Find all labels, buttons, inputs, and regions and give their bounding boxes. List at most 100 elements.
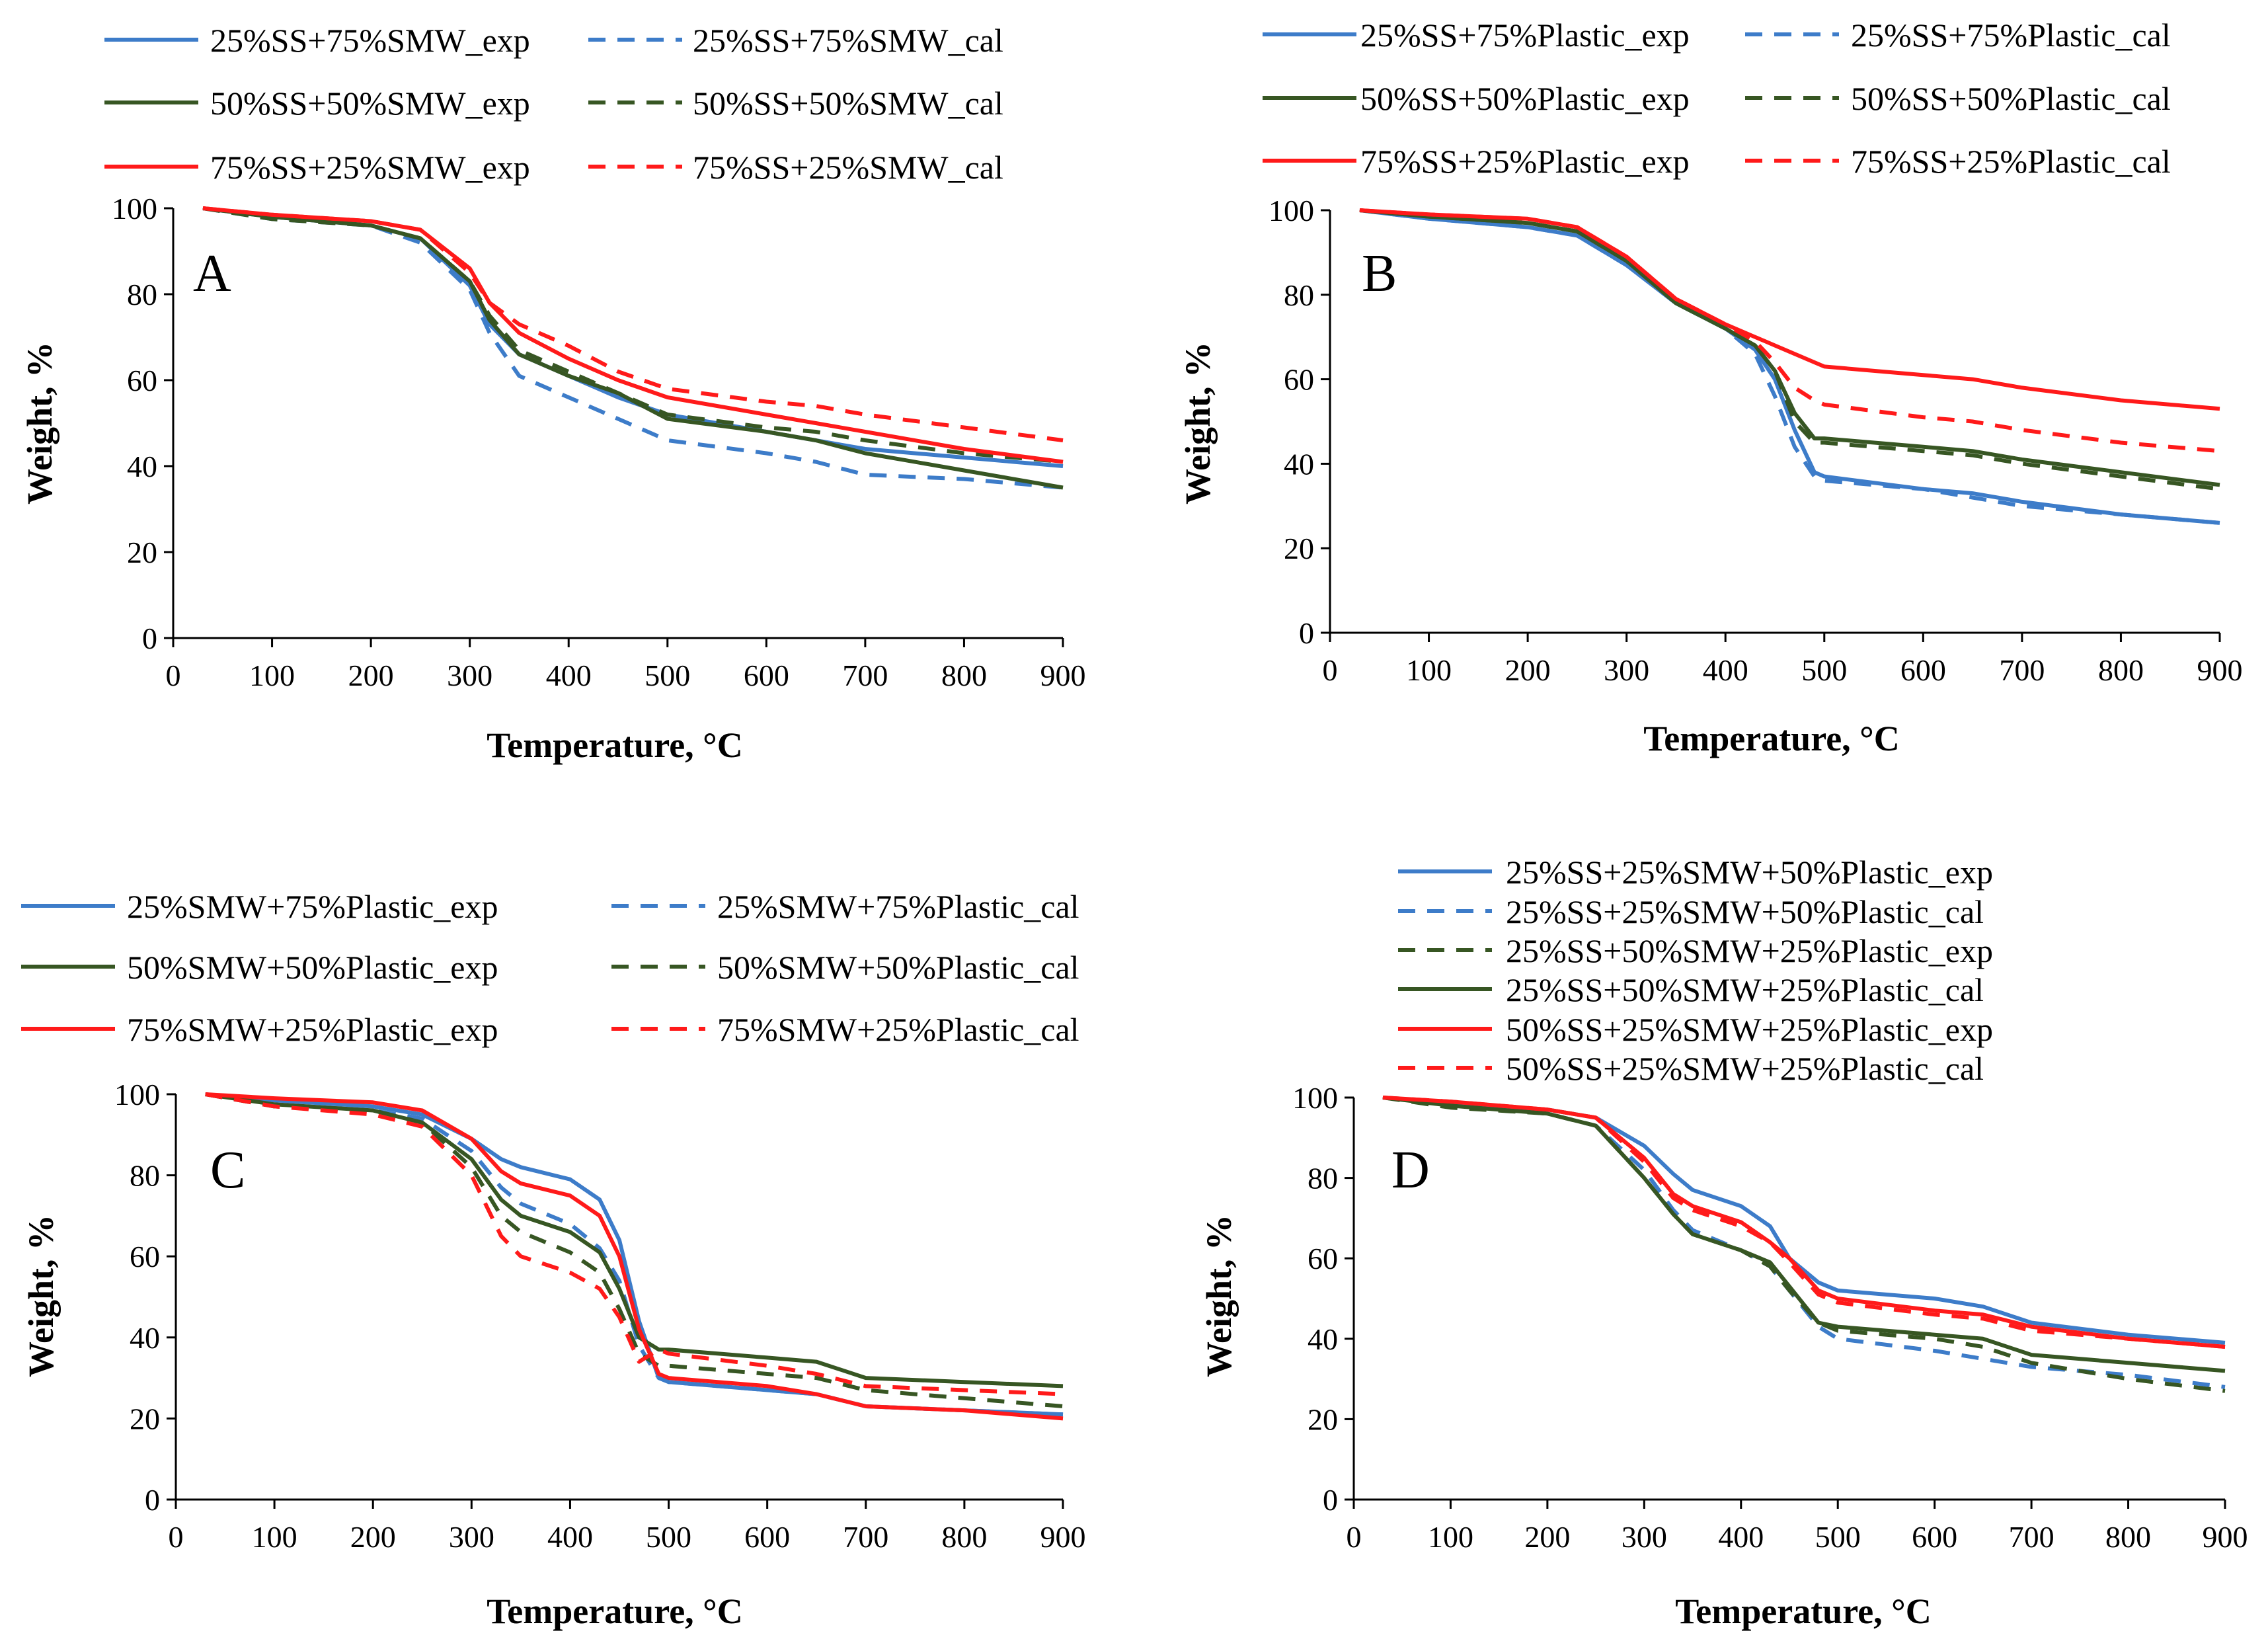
series-line xyxy=(1382,1096,2226,1373)
x-tick-label: 200 xyxy=(1505,653,1551,687)
x-tick-label: 800 xyxy=(941,1520,987,1554)
legend-label: 75%SS+25%Plastic_cal xyxy=(1851,143,2171,180)
x-tick-label: 800 xyxy=(2105,1520,2151,1554)
y-axis-label: Weight, % xyxy=(1199,1215,1239,1377)
panel-label: B xyxy=(1362,245,1397,303)
chart-panel-b: 25%SS+75%Plastic_exp 25%SS+75%Plastic_ca… xyxy=(1178,17,2243,758)
x-tick-label: 500 xyxy=(1801,653,1847,687)
legend-label: 25%SMW+75%Plastic_exp xyxy=(127,888,498,925)
y-tick-label: 0 xyxy=(1323,1483,1338,1517)
x-tick-label: 100 xyxy=(249,659,295,692)
legend: 25%SS+75%SMW_exp 25%SS+75%SMW_cal 50%SS+… xyxy=(104,22,1003,186)
series-line xyxy=(1382,1096,2226,1389)
series-line xyxy=(205,1092,1064,1417)
x-tick-label: 900 xyxy=(1040,1520,1086,1554)
legend-label: 25%SS+50%SMW+25%Plastic_cal xyxy=(1506,971,1984,1008)
y-tick-label: 60 xyxy=(1284,363,1314,397)
x-tick-label: 0 xyxy=(166,659,181,692)
series-line xyxy=(1382,1096,2226,1349)
y-tick-label: 100 xyxy=(114,1078,160,1111)
legend-label: 25%SS+75%Plastic_exp xyxy=(1360,17,1690,54)
x-tick-label: 100 xyxy=(1428,1520,1473,1554)
legend-label: 75%SMW+25%Plastic_cal xyxy=(717,1011,1079,1048)
y-tick-label: 60 xyxy=(1308,1242,1338,1275)
x-tick-label: 300 xyxy=(447,659,492,692)
x-axis-label: Temperature, °C xyxy=(487,1591,743,1631)
x-tick-label: 300 xyxy=(1622,1520,1667,1554)
x-tick-label: 400 xyxy=(1703,653,1748,687)
y-tick-label: 40 xyxy=(130,1321,160,1355)
series-line xyxy=(1359,208,2220,525)
legend-label: 25%SMW+75%Plastic_cal xyxy=(717,888,1079,925)
x-tick-label: 200 xyxy=(350,1520,396,1554)
legend-label: 50%SS+50%Plastic_cal xyxy=(1851,80,2171,117)
x-tick-label: 300 xyxy=(1604,653,1649,687)
x-tick-label: 600 xyxy=(1912,1520,1957,1554)
y-tick-label: 80 xyxy=(1308,1162,1338,1195)
y-tick-label: 80 xyxy=(127,278,157,311)
series-line xyxy=(205,1092,1064,1408)
x-tick-label: 700 xyxy=(843,1520,888,1554)
legend-label: 50%SMW+50%Plastic_exp xyxy=(127,949,498,986)
legend: 25%SS+25%SMW+50%Plastic_exp 25%SS+25%SMW… xyxy=(1398,854,1993,1087)
x-tick-label: 600 xyxy=(744,659,789,692)
x-tick-label: 700 xyxy=(2009,1520,2054,1554)
legend-label: 25%SS+25%SMW+50%Plastic_exp xyxy=(1506,854,1993,891)
y-tick-label: 20 xyxy=(1284,532,1314,565)
y-tick-label: 40 xyxy=(1308,1322,1338,1356)
x-tick-label: 0 xyxy=(169,1520,184,1554)
y-tick-label: 100 xyxy=(112,192,157,225)
y-tick-label: 80 xyxy=(130,1159,160,1193)
y-tick-label: 0 xyxy=(142,622,157,655)
legend-label: 50%SS+50%SMW_cal xyxy=(693,85,1003,122)
series-line xyxy=(1359,208,2220,411)
series-line xyxy=(202,206,1064,468)
x-tick-label: 700 xyxy=(1999,653,2045,687)
legend-label: 25%SS+75%SMW_cal xyxy=(693,22,1003,59)
x-tick-label: 800 xyxy=(2098,653,2144,687)
x-tick-label: 400 xyxy=(547,1520,593,1554)
y-axis-label: Weight, % xyxy=(1178,342,1218,504)
y-tick-label: 100 xyxy=(1269,194,1314,227)
panel-label: C xyxy=(210,1141,245,1199)
legend-label: 25%SS+25%SMW+50%Plastic_cal xyxy=(1506,893,1984,930)
legend-label: 50%SS+50%SMW_exp xyxy=(210,85,530,122)
panel-label: A xyxy=(193,245,231,303)
y-tick-label: 20 xyxy=(130,1402,160,1435)
series-line xyxy=(205,1092,1064,1417)
x-tick-label: 500 xyxy=(1815,1520,1861,1554)
legend-label: 75%SS+25%SMW_cal xyxy=(693,149,1003,186)
x-tick-label: 200 xyxy=(348,659,394,692)
legend: 25%SMW+75%Plastic_exp 25%SMW+75%Plastic_… xyxy=(21,888,1079,1048)
series-line xyxy=(202,206,1064,464)
panel-label: D xyxy=(1391,1141,1430,1199)
y-tick-label: 20 xyxy=(1308,1402,1338,1436)
y-tick-label: 60 xyxy=(127,364,157,397)
x-axis-label: Temperature, °C xyxy=(1675,1591,1932,1631)
y-tick-label: 40 xyxy=(127,450,157,483)
x-tick-label: 900 xyxy=(2203,1520,2248,1554)
y-tick-label: 100 xyxy=(1292,1081,1338,1115)
chart-panel-a: 25%SS+75%SMW_exp 25%SS+75%SMW_cal 50%SS+… xyxy=(20,22,1086,765)
x-tick-label: 600 xyxy=(744,1520,790,1554)
x-tick-label: 0 xyxy=(1323,653,1338,687)
chart-panel-c: 25%SMW+75%Plastic_exp 25%SMW+75%Plastic_… xyxy=(21,888,1086,1631)
x-tick-label: 400 xyxy=(546,659,592,692)
series-line xyxy=(202,206,1064,442)
x-tick-label: 0 xyxy=(1347,1520,1362,1554)
legend-label: 25%SS+75%Plastic_cal xyxy=(1851,17,2171,54)
y-tick-label: 20 xyxy=(127,536,157,569)
x-tick-label: 200 xyxy=(1524,1520,1570,1554)
x-tick-label: 400 xyxy=(1718,1520,1764,1554)
chart-panel-d: 25%SS+25%SMW+50%Plastic_exp 25%SS+25%SMW… xyxy=(1199,854,2248,1631)
legend-label: 25%SS+50%SMW+25%Plastic_exp xyxy=(1506,932,1993,969)
y-tick-label: 0 xyxy=(1299,616,1314,650)
x-tick-label: 600 xyxy=(1900,653,1946,687)
x-tick-label: 900 xyxy=(2197,653,2243,687)
y-tick-label: 60 xyxy=(130,1240,160,1273)
legend: 25%SS+75%Plastic_exp 25%SS+75%Plastic_ca… xyxy=(1263,17,2171,180)
x-tick-label: 500 xyxy=(645,659,690,692)
series-line xyxy=(1359,208,2220,525)
x-tick-label: 100 xyxy=(1406,653,1452,687)
series-line xyxy=(202,206,1064,490)
